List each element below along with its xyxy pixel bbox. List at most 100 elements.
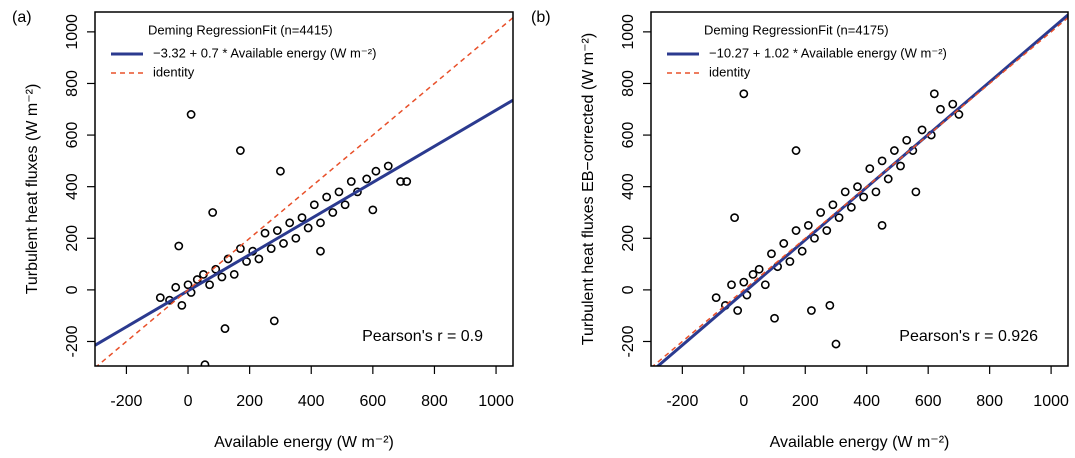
fit-line (95, 98, 513, 347)
point (754, 264, 764, 274)
point (739, 277, 749, 287)
point (834, 213, 844, 223)
point (174, 241, 184, 251)
plot-area (651, 13, 1068, 366)
point (929, 89, 939, 99)
point (803, 220, 813, 230)
point (235, 244, 245, 254)
y-tick-label: 400 (64, 173, 81, 200)
point (309, 200, 319, 210)
point (346, 177, 356, 186)
y-tick-label: 0 (64, 285, 81, 294)
point (266, 244, 276, 254)
y-axis-label: Turbulent heat fluxes (W m⁻²) (24, 84, 41, 295)
y-tick-label: 0 (620, 285, 637, 294)
point (877, 220, 887, 230)
panel: -200 0 200 400 600 800 1000 -200 0 200 400 600 800 10… (531, 9, 1069, 451)
y-tick-label: 600 (64, 122, 81, 149)
y-tick-label: -200 (620, 325, 637, 357)
point (936, 104, 945, 114)
y-tick-label: 600 (620, 122, 637, 149)
point (340, 200, 350, 210)
point (948, 99, 958, 109)
point (260, 228, 270, 238)
point (235, 146, 245, 155)
point (217, 272, 227, 282)
legend-label: identity (153, 64, 195, 79)
point (205, 280, 214, 290)
point (303, 223, 313, 233)
x-axis-label: Available energy (W m⁻²) (770, 434, 950, 451)
point (269, 316, 279, 326)
point (831, 339, 841, 349)
point (279, 239, 288, 248)
x-tick-label: 800 (976, 393, 1003, 410)
x-tick-label: 400 (853, 393, 880, 410)
legend-label: −10.27 + 1.02 * Available energy (W m⁻²) (709, 45, 947, 60)
point (200, 360, 210, 366)
point (853, 182, 862, 192)
point (276, 166, 285, 176)
y-tick-label: 800 (64, 70, 81, 97)
x-tick-label: 600 (359, 393, 386, 410)
point (871, 187, 881, 197)
y-tick-label: 800 (620, 70, 637, 97)
point (155, 293, 165, 303)
point (791, 146, 801, 155)
point (911, 187, 921, 197)
point (807, 306, 816, 315)
point (285, 218, 295, 228)
fit-line (95, 17, 513, 366)
point (254, 254, 264, 264)
y-tick-label: 1000 (620, 14, 637, 50)
plot-area (95, 17, 513, 366)
point (223, 254, 233, 264)
point (828, 200, 838, 210)
plot-frame (94, 11, 514, 367)
panel-label: (b) (531, 9, 551, 26)
legend-label: −3.32 + 0.7 * Available energy (W m⁻²) (153, 45, 376, 60)
point (902, 135, 912, 145)
point (797, 246, 807, 256)
fit-line (651, 17, 1068, 366)
point (371, 166, 381, 176)
point (730, 213, 739, 223)
point (917, 125, 927, 135)
point (208, 208, 218, 217)
x-tick-label: 400 (298, 393, 325, 410)
point (748, 270, 758, 279)
point (883, 174, 893, 184)
point (229, 270, 239, 279)
y-tick-label: 400 (620, 173, 637, 200)
x-tick-label: 800 (421, 393, 448, 410)
point (362, 174, 372, 184)
point (846, 202, 856, 212)
x-axis-label: Available energy (W m⁻²) (214, 434, 394, 451)
point (368, 205, 378, 215)
point (711, 293, 721, 303)
y-axis-label: Turbulent heat fluxes EB−corrected (W m⁻… (580, 33, 597, 345)
point (767, 249, 776, 259)
x-tick-label: 200 (236, 393, 263, 410)
point (402, 177, 412, 186)
point (272, 226, 282, 235)
point (322, 192, 332, 202)
point (760, 280, 770, 290)
annotation: Pearson's r = 0.926 (899, 328, 1038, 345)
panel: -200 0 200 400 600 800 1000 -200 0 200 400 600 800 10… (12, 9, 514, 451)
point (171, 282, 181, 292)
point (177, 300, 187, 310)
point (383, 161, 393, 171)
x-tick-label: 1000 (478, 393, 514, 410)
point (396, 177, 405, 186)
point (297, 213, 307, 223)
point (186, 110, 196, 119)
point (791, 226, 801, 235)
point (291, 233, 301, 243)
point (810, 233, 819, 243)
point (822, 226, 832, 235)
point (334, 187, 344, 197)
point (889, 146, 899, 155)
point (785, 257, 795, 266)
